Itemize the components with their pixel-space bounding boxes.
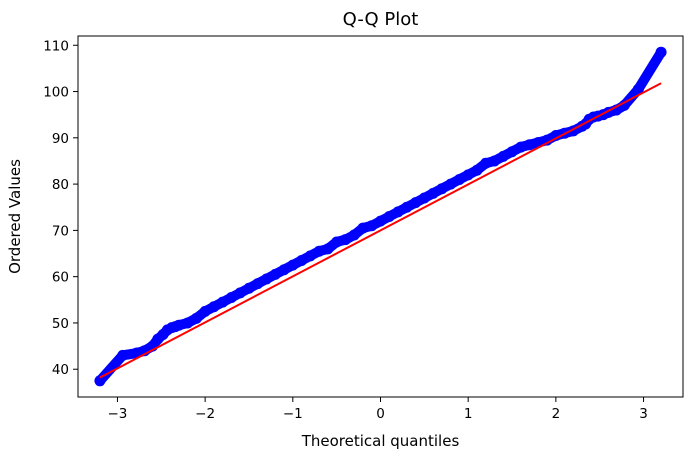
x-tick-label: −3	[108, 406, 128, 422]
x-tick-label: 2	[552, 406, 561, 422]
x-tick-label: 1	[464, 406, 473, 422]
y-tick-label: 40	[52, 362, 69, 378]
x-tick-label: 0	[376, 406, 385, 422]
y-tick-label: 100	[43, 85, 69, 101]
point-density-band	[94, 47, 667, 386]
x-tick-label: −1	[283, 406, 303, 422]
y-tick-label: 70	[52, 223, 69, 239]
x-axis-title: Theoretical quantiles	[301, 432, 460, 450]
x-tick-label: 3	[639, 406, 648, 422]
fit-line	[99, 82, 662, 379]
fit-line-layer	[99, 82, 662, 379]
x-tick-label: −2	[195, 406, 215, 422]
y-tick-label: 110	[43, 38, 69, 54]
y-tick-label: 60	[52, 270, 69, 286]
y-axis-title: Ordered Values	[6, 159, 24, 274]
y-tick-label: 80	[52, 177, 69, 193]
y-tick-label: 50	[52, 316, 69, 332]
x-axis: −3 −2 −1 0 1 2 3	[108, 397, 648, 422]
y-tick-label: 90	[52, 131, 69, 147]
data-points	[94, 46, 667, 387]
chart-title: Q-Q Plot	[343, 9, 419, 30]
y-axis: 40 50 60 70 80 90 100 110	[43, 38, 78, 378]
